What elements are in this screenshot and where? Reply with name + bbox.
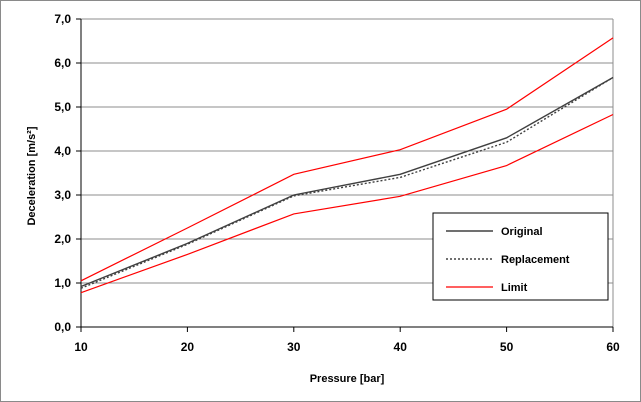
legend-label: Limit [501,282,528,294]
legend-label: Replacement [501,254,570,266]
legend-label: Original [501,226,543,238]
x-tick-label: 50 [500,340,514,354]
axes [76,18,614,332]
y-tick-label: 5,0 [54,100,71,114]
y-tick-label: 4,0 [54,144,71,158]
x-tick-label: 60 [606,340,620,354]
legend: Original Replacement Limit [432,212,609,301]
y-tick-label: 7,0 [54,12,71,26]
x-tick-label: 10 [74,340,88,354]
series-line-limit-lower [80,113,614,294]
y-tick-label: 2,0 [54,232,71,246]
y-tick-label: 3,0 [54,188,71,202]
series-line-replacement [80,76,614,289]
series-line-limit [80,37,614,282]
y-axis-title: Deceleration [m/s²] [26,126,38,225]
y-tick-label: 1,0 [54,276,71,290]
x-tick-label: 20 [181,340,195,354]
series-line-original [80,76,614,288]
tick-labels: 0,0 1,0 2,0 3,0 4,0 5,0 6,0 7,0 10 20 30 40 50 60 [54,12,620,354]
x-tick-label: 30 [287,340,301,354]
x-axis-title: Pressure [bar] [310,373,385,385]
legend-box [432,212,609,301]
y-tick-label: 0,0 [54,320,71,334]
y-tick-label: 6,0 [54,56,71,70]
series-lines [80,37,614,294]
x-tick-label: 40 [394,340,408,354]
